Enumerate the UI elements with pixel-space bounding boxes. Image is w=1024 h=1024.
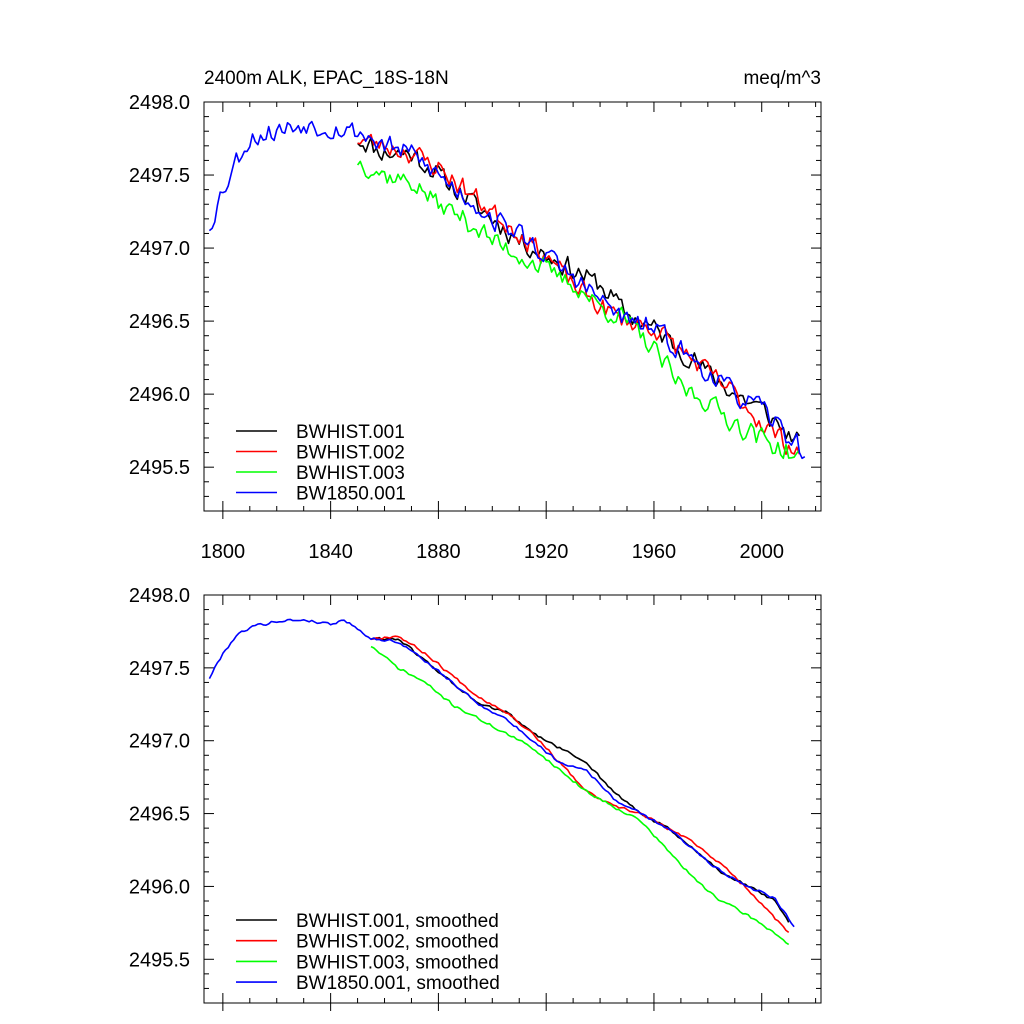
legend-label: BWHIST.001 xyxy=(296,422,405,443)
x-tick-label: 1800 xyxy=(201,541,246,563)
legend-label: BW1850.001 xyxy=(296,484,406,505)
x-tick-label: 1960 xyxy=(632,541,677,563)
y-tick-label: 2496.5 xyxy=(129,311,190,333)
series-line-bwhist-001 xyxy=(357,136,801,443)
smoothed-panel: 2495.5 2496.0 2496.5 2497.0 2497.5 2498.0 BWHI… xyxy=(129,585,822,1011)
y-tick-label: 2497.5 xyxy=(129,165,190,187)
legend-label: BWHIST.003 xyxy=(296,463,405,484)
y-tick-label: 2498.0 xyxy=(129,92,190,114)
legend-label: BWHIST.003, smoothed xyxy=(296,952,499,973)
y-tick-label: 2495.5 xyxy=(129,457,190,479)
series-line-bwhist-002-smoothed xyxy=(370,635,790,934)
series-line-bwhist-001-smoothed xyxy=(370,636,790,923)
y-tick-label: 2496.5 xyxy=(129,804,190,826)
legend-label: BWHIST.002, smoothed xyxy=(296,932,499,953)
series-line-bwhist-002 xyxy=(357,133,801,456)
x-tick-label: 2000 xyxy=(739,541,784,563)
y-tick-label: 2497.5 xyxy=(129,658,190,680)
y-tick-label: 2497.0 xyxy=(129,731,190,753)
legend-label: BW1850.001, smoothed xyxy=(296,973,500,994)
series-line-bw1850-001 xyxy=(208,120,806,460)
legend-label: BWHIST.001, smoothed xyxy=(296,911,499,932)
series-line-bwhist-003-smoothed xyxy=(370,645,790,946)
x-tick-label: 1840 xyxy=(308,541,353,563)
y-tick-label: 2495.5 xyxy=(129,949,190,971)
x-tick-label: 1880 xyxy=(416,541,461,563)
raw-panel: 2495.5 2496.0 2496.5 2497.0 2497.5 2498.0 1800… xyxy=(129,92,822,563)
y-tick-label: 2496.0 xyxy=(129,384,190,406)
series-line-bw1850-001-smoothed xyxy=(208,618,795,928)
y-tick-label: 2496.0 xyxy=(129,876,190,898)
y-tick-label: 2498.0 xyxy=(129,585,190,607)
chart-title: 2400m ALK, EPAC_18S-18N xyxy=(204,68,449,89)
y-tick-label: 2497.0 xyxy=(129,238,190,260)
x-tick-label: 1920 xyxy=(524,541,569,563)
legend-label: BWHIST.002 xyxy=(296,443,405,464)
series-line-bwhist-003 xyxy=(356,160,801,460)
units-label: meq/m^3 xyxy=(743,68,821,89)
